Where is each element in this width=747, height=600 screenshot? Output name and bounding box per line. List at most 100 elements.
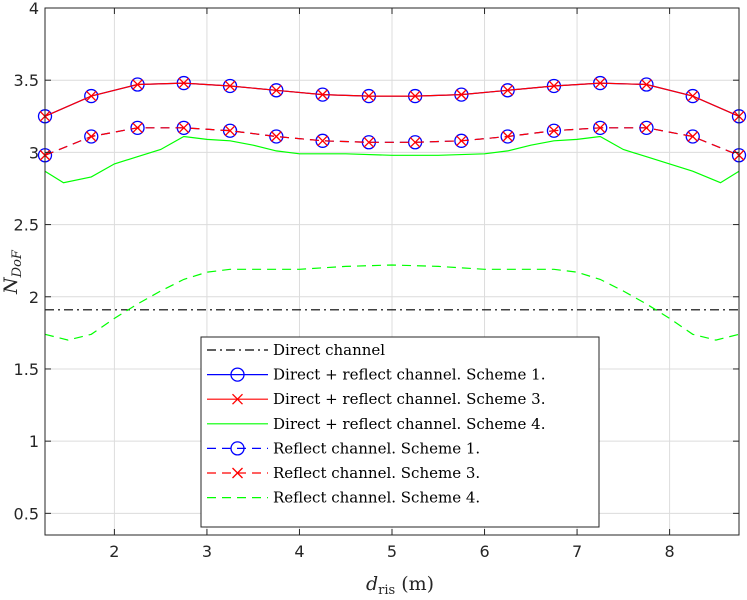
legend: Direct channel Direct + reflect channel. … [200, 336, 600, 528]
point-2-5-stroke-b [270, 84, 282, 96]
legend-entry-0: Direct channel [207, 341, 385, 359]
point-2-4 [224, 80, 236, 92]
point-2-14-stroke-b [687, 90, 699, 102]
point-2-6 [317, 89, 329, 101]
legend-entry-3: Direct + reflect channel. Scheme 4. [207, 415, 545, 433]
point-2-12 [594, 77, 606, 89]
point-4-10 [500, 129, 515, 144]
point-5-9 [455, 135, 467, 147]
point-2-4-stroke-b [224, 80, 236, 92]
point-4-14 [685, 129, 700, 144]
point-2-13 [641, 79, 652, 90]
point-2-8 [409, 90, 421, 102]
x-tick-label: 3 [202, 542, 212, 561]
point-5-11 [548, 125, 560, 137]
legend-marker-5-stroke-b [232, 467, 243, 479]
series-line-5 [44, 127, 740, 156]
series-6 [44, 264, 740, 341]
point-5-10 [502, 131, 514, 142]
series-layer [37, 75, 747, 341]
legend-marker-5 [232, 467, 243, 479]
series-line-3 [44, 135, 740, 184]
point-5-14 [687, 131, 699, 142]
x-tick-label: 2 [109, 542, 119, 561]
legend-entry-5: Reflect channel. Scheme 3. [207, 464, 480, 482]
y-tick-label: 0.5 [14, 504, 39, 523]
point-2-13-stroke-b [641, 79, 652, 90]
point-2-11 [548, 80, 560, 92]
y-tick-label: 3.5 [14, 71, 39, 90]
point-2-8-stroke-b [409, 90, 421, 102]
point-5-3 [178, 122, 190, 134]
y-tick-label: 3 [29, 143, 39, 162]
y-tick-label: 1.5 [14, 360, 39, 379]
point-5-8 [409, 136, 421, 148]
series-5 [39, 122, 745, 161]
y-tick-label: 2.5 [14, 216, 39, 235]
legend-label-6: Reflect channel. Scheme 4. [273, 489, 480, 507]
point-5-7 [363, 136, 375, 148]
series-line-2 [44, 82, 740, 117]
legend-marker-2-stroke-b [232, 393, 243, 405]
point-5-2 [132, 122, 143, 134]
point-5-13-stroke-b [641, 122, 652, 134]
point-1-14 [685, 88, 700, 104]
legend-box [200, 336, 600, 528]
series-3 [44, 135, 740, 184]
y-axis-label: NDoF [0, 249, 25, 295]
point-2-9 [455, 89, 467, 101]
point-4-12 [593, 120, 608, 135]
x-tick-label: 7 [572, 542, 582, 561]
point-4-11 [546, 123, 562, 138]
point-2-11-stroke-b [548, 80, 560, 92]
point-5-12 [594, 122, 606, 134]
point-2-2 [132, 79, 143, 90]
point-5-1 [85, 131, 97, 142]
point-5-5-stroke-b [270, 131, 282, 142]
point-5-4-stroke-b [224, 125, 236, 137]
point-2-5 [270, 84, 282, 96]
point-5-13 [641, 122, 652, 134]
point-4-5 [269, 129, 284, 144]
series-line-6 [44, 264, 740, 341]
point-5-7-stroke-b [363, 136, 375, 148]
point-5-1-stroke-b [85, 131, 97, 142]
legend-label-4: Reflect channel. Scheme 1. [273, 439, 480, 457]
point-4-2 [130, 120, 145, 135]
point-5-2-stroke-b [132, 122, 143, 134]
x-axis-label: dris (m) [366, 573, 434, 598]
point-5-10-stroke-b [502, 131, 514, 142]
x-tick-label: 8 [665, 542, 675, 561]
legend-entry-2: Direct + reflect channel. Scheme 3. [207, 390, 545, 408]
point-2-1-stroke-b [85, 90, 97, 102]
x-tick-label: 5 [387, 542, 397, 561]
point-2-9-stroke-b [455, 89, 467, 101]
point-2-14 [687, 90, 699, 102]
point-4-1 [84, 129, 99, 144]
point-5-6-stroke-b [317, 135, 329, 147]
legend-marker-4 [230, 441, 245, 456]
legend-label-0: Direct channel [273, 341, 385, 359]
legend-marker-2 [232, 393, 243, 405]
point-5-14-stroke-b [687, 131, 699, 142]
point-2-1 [85, 90, 97, 102]
y-tick-label: 4 [29, 0, 39, 18]
point-5-12-stroke-b [594, 122, 606, 134]
x-tick-label: 4 [294, 542, 304, 561]
legend-entry-6: Reflect channel. Scheme 4. [207, 489, 480, 507]
point-5-9-stroke-b [455, 135, 467, 147]
legend-marker-1 [230, 367, 245, 382]
legend-label-5: Reflect channel. Scheme 3. [273, 464, 480, 482]
legend-label-2: Direct + reflect channel. Scheme 3. [273, 390, 545, 408]
point-2-7 [363, 90, 375, 102]
point-5-3-stroke-b [178, 122, 190, 134]
point-5-8-stroke-b [409, 136, 421, 148]
point-2-2-stroke-b [132, 79, 143, 90]
y-tick-label: 1 [29, 432, 39, 451]
legend-entry-1: Direct + reflect channel. Scheme 1. [207, 366, 545, 384]
point-2-3 [178, 77, 190, 89]
point-1-1 [84, 88, 99, 104]
point-2-10-stroke-b [502, 84, 514, 96]
point-4-9 [454, 133, 469, 148]
